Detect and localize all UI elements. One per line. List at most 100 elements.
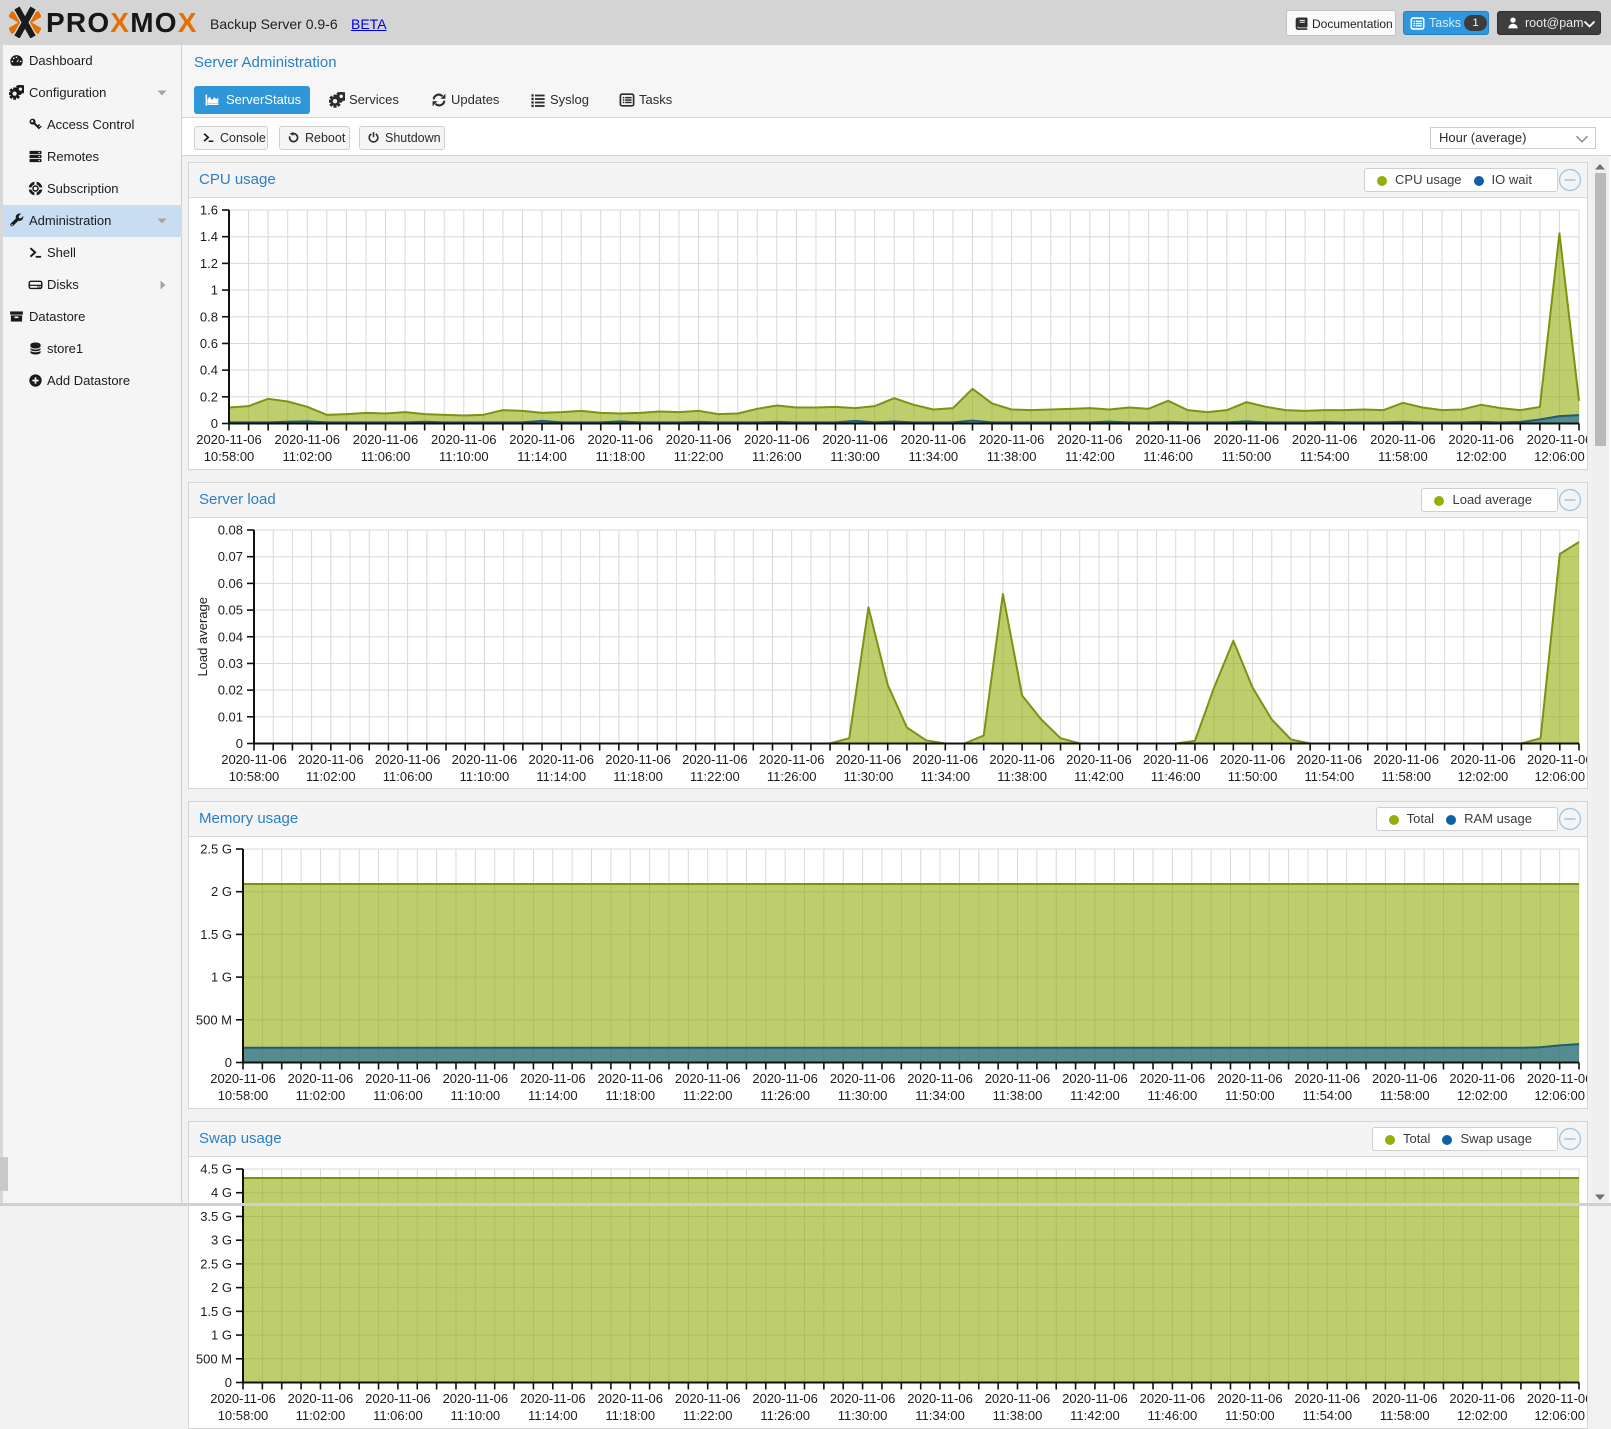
svg-text:2020-11-06: 2020-11-06 (210, 1071, 276, 1086)
svg-text:12:06:00: 12:06:00 (1534, 449, 1585, 464)
svg-text:2020-11-06: 2020-11-06 (196, 432, 262, 447)
svg-text:3.5 G: 3.5 G (200, 1209, 232, 1224)
svg-text:2020-11-06: 2020-11-06 (744, 432, 810, 447)
svg-text:2020-11-06: 2020-11-06 (1292, 432, 1358, 447)
svg-text:10:58:00: 10:58:00 (218, 1088, 269, 1103)
svg-text:1.5 G: 1.5 G (200, 927, 232, 942)
svg-text:2020-11-06: 2020-11-06 (830, 1071, 896, 1086)
svg-text:2020-11-06: 2020-11-06 (375, 752, 441, 767)
svg-text:11:30:00: 11:30:00 (838, 1088, 888, 1103)
svg-text:11:30:00: 11:30:00 (830, 449, 880, 464)
svg-text:2020-11-06: 2020-11-06 (288, 1071, 354, 1086)
svg-text:11:06:00: 11:06:00 (361, 449, 411, 464)
svg-text:2020-11-06: 2020-11-06 (836, 752, 902, 767)
svg-text:2020-11-06: 2020-11-06 (431, 432, 497, 447)
svg-text:2.5 G: 2.5 G (200, 1256, 232, 1271)
svg-text:0.8: 0.8 (200, 309, 218, 324)
svg-text:10:58:00: 10:58:00 (218, 1408, 269, 1423)
svg-text:11:22:00: 11:22:00 (683, 1088, 733, 1103)
svg-text:11:14:00: 11:14:00 (528, 1408, 578, 1423)
svg-text:0: 0 (225, 1055, 232, 1070)
svg-text:0.02: 0.02 (218, 683, 243, 698)
svg-text:12:02:00: 12:02:00 (1456, 449, 1507, 464)
svg-text:1.6: 1.6 (200, 203, 218, 218)
svg-text:2020-11-06: 2020-11-06 (452, 752, 518, 767)
svg-text:2020-11-06: 2020-11-06 (979, 432, 1045, 447)
svg-text:11:22:00: 11:22:00 (674, 449, 724, 464)
svg-text:2020-11-06: 2020-11-06 (907, 1391, 973, 1406)
svg-text:4 G: 4 G (211, 1185, 232, 1200)
svg-text:2020-11-06: 2020-11-06 (1217, 1071, 1283, 1086)
svg-text:2020-11-06: 2020-11-06 (907, 1071, 973, 1086)
svg-text:2020-11-06: 2020-11-06 (1370, 432, 1436, 447)
svg-text:11:06:00: 11:06:00 (373, 1408, 423, 1423)
svg-text:1 G: 1 G (211, 970, 232, 985)
svg-text:11:10:00: 11:10:00 (451, 1088, 501, 1103)
svg-text:11:46:00: 11:46:00 (1148, 1408, 1198, 1423)
svg-text:2020-11-06: 2020-11-06 (675, 1391, 741, 1406)
svg-text:11:34:00: 11:34:00 (915, 1408, 965, 1423)
svg-text:4.5 G: 4.5 G (200, 1162, 232, 1177)
svg-text:11:50:00: 11:50:00 (1225, 1088, 1275, 1103)
svg-text:2020-11-06: 2020-11-06 (605, 752, 671, 767)
svg-text:11:02:00: 11:02:00 (282, 449, 332, 464)
svg-text:10:58:00: 10:58:00 (204, 449, 255, 464)
svg-text:2020-11-06: 2020-11-06 (1372, 1391, 1438, 1406)
svg-text:2020-11-06: 2020-11-06 (666, 432, 732, 447)
svg-text:2020-11-06: 2020-11-06 (1062, 1391, 1128, 1406)
svg-text:2020-11-06: 2020-11-06 (759, 752, 825, 767)
svg-text:2020-11-06: 2020-11-06 (443, 1071, 509, 1086)
svg-text:2020-11-06: 2020-11-06 (1135, 432, 1201, 447)
svg-text:1 G: 1 G (211, 1328, 232, 1343)
svg-text:2020-11-06: 2020-11-06 (1449, 1391, 1515, 1406)
svg-text:0.08: 0.08 (218, 523, 243, 538)
svg-text:0.04: 0.04 (218, 629, 243, 644)
svg-text:0: 0 (236, 736, 243, 751)
svg-text:2020-11-06: 2020-11-06 (913, 752, 979, 767)
svg-text:11:22:00: 11:22:00 (683, 1408, 733, 1423)
svg-text:0.03: 0.03 (218, 656, 243, 671)
svg-text:11:18:00: 11:18:00 (605, 1088, 655, 1103)
svg-text:2020-11-06: 2020-11-06 (365, 1071, 431, 1086)
svg-text:1.2: 1.2 (200, 256, 218, 271)
svg-text:11:30:00: 11:30:00 (838, 1408, 888, 1423)
svg-text:11:18:00: 11:18:00 (613, 769, 663, 784)
svg-text:2020-11-06: 2020-11-06 (1450, 752, 1516, 767)
svg-text:11:42:00: 11:42:00 (1074, 769, 1124, 784)
svg-text:2020-11-06: 2020-11-06 (509, 432, 575, 447)
svg-text:0.05: 0.05 (218, 603, 243, 618)
svg-text:11:58:00: 11:58:00 (1378, 449, 1428, 464)
svg-text:11:34:00: 11:34:00 (915, 1088, 965, 1103)
svg-text:11:26:00: 11:26:00 (760, 1408, 810, 1423)
svg-text:500 M: 500 M (196, 1351, 232, 1366)
svg-text:11:02:00: 11:02:00 (296, 1408, 346, 1423)
svg-text:11:54:00: 11:54:00 (1302, 1408, 1352, 1423)
svg-text:2020-11-06: 2020-11-06 (1527, 752, 1587, 767)
svg-text:11:10:00: 11:10:00 (439, 449, 489, 464)
svg-text:11:50:00: 11:50:00 (1222, 449, 1272, 464)
svg-text:0.07: 0.07 (218, 549, 243, 564)
svg-text:11:26:00: 11:26:00 (760, 1088, 810, 1103)
svg-text:2020-11-06: 2020-11-06 (1295, 1391, 1361, 1406)
svg-text:2 G: 2 G (211, 884, 232, 899)
svg-text:2020-11-06: 2020-11-06 (1373, 752, 1439, 767)
svg-text:12:06:00: 12:06:00 (1534, 769, 1585, 784)
svg-text:2020-11-06: 2020-11-06 (901, 432, 967, 447)
svg-text:2020-11-06: 2020-11-06 (1140, 1391, 1206, 1406)
svg-text:2020-11-06: 2020-11-06 (1372, 1071, 1438, 1086)
svg-text:11:42:00: 11:42:00 (1070, 1408, 1120, 1423)
svg-text:11:02:00: 11:02:00 (306, 769, 356, 784)
svg-text:0.2: 0.2 (200, 389, 218, 404)
svg-text:11:10:00: 11:10:00 (460, 769, 510, 784)
svg-text:11:14:00: 11:14:00 (536, 769, 586, 784)
svg-text:2020-11-06: 2020-11-06 (1066, 752, 1132, 767)
svg-text:0.6: 0.6 (200, 336, 218, 351)
svg-text:11:14:00: 11:14:00 (517, 449, 567, 464)
svg-text:2020-11-06: 2020-11-06 (520, 1071, 586, 1086)
svg-text:11:10:00: 11:10:00 (451, 1408, 501, 1423)
svg-text:2020-11-06: 2020-11-06 (353, 432, 419, 447)
svg-text:2020-11-06: 2020-11-06 (1217, 1391, 1283, 1406)
svg-text:11:46:00: 11:46:00 (1151, 769, 1201, 784)
svg-text:12:06:00: 12:06:00 (1534, 1408, 1585, 1423)
svg-text:12:02:00: 12:02:00 (1458, 769, 1509, 784)
